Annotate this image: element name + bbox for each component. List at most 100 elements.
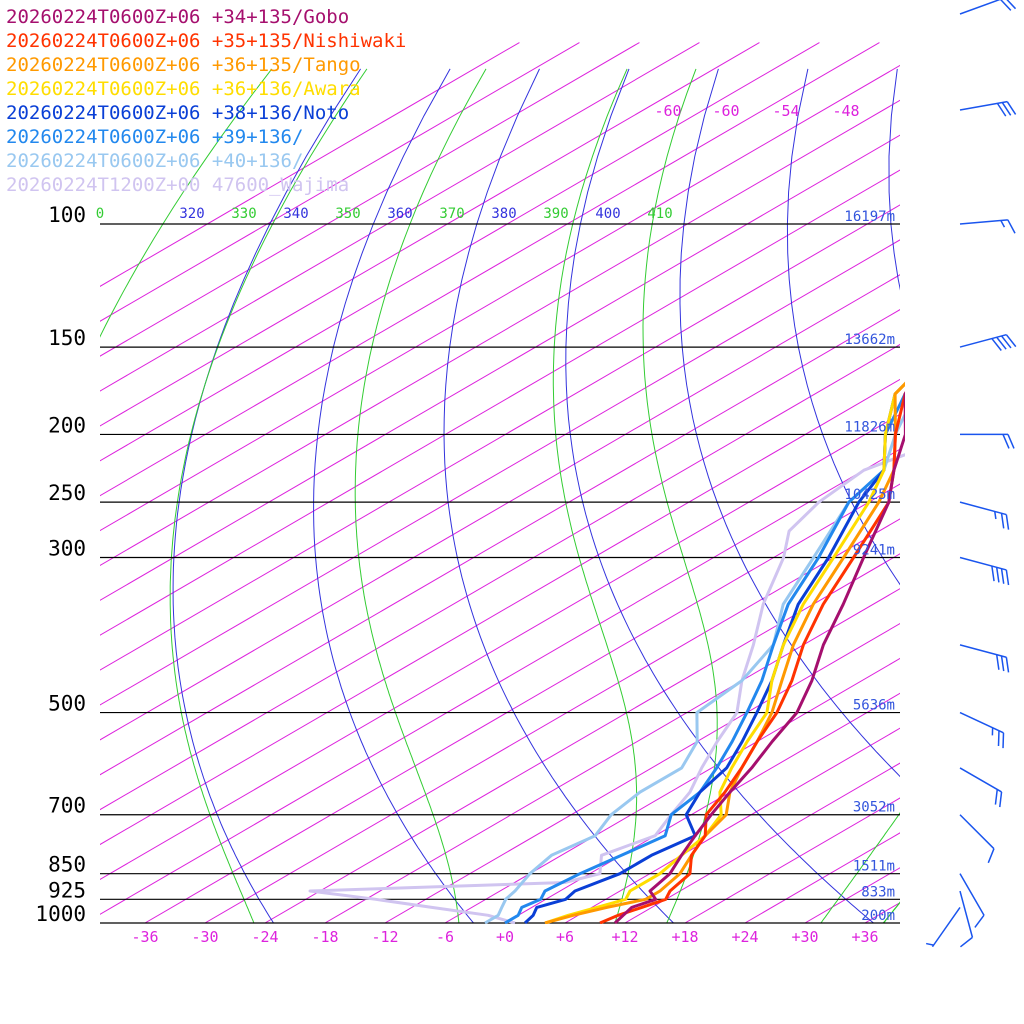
temperature-tick-label: +36 bbox=[851, 928, 878, 946]
theta-label: 0 bbox=[96, 206, 104, 222]
upper-isotherm-label: -60 bbox=[654, 102, 681, 120]
dry-adiabat-line bbox=[985, 69, 1024, 938]
wind-barb bbox=[959, 711, 1005, 749]
pressure-label: 700 bbox=[48, 794, 86, 818]
isotherm-line bbox=[100, 204, 900, 671]
temperature-tick-label: +6 bbox=[556, 928, 574, 946]
height-label: 11826m bbox=[844, 419, 895, 435]
isotherm-line bbox=[384, 623, 900, 923]
temperature-tick-label: -30 bbox=[191, 928, 218, 946]
wind-barb bbox=[959, 767, 1003, 808]
height-label: 1511m bbox=[853, 859, 895, 875]
isotherm-line bbox=[100, 413, 900, 880]
wind-barb bbox=[959, 556, 1010, 586]
isotherm-line bbox=[925, 43, 1024, 923]
isotherm-line bbox=[100, 134, 900, 601]
isotherm-line bbox=[100, 169, 900, 636]
isotherm-line bbox=[985, 43, 1024, 923]
pressure-label: 500 bbox=[48, 692, 86, 716]
temperature-tick-label: +0 bbox=[496, 928, 514, 946]
legend-entry: 20260224T0600Z+06 +40+136/ bbox=[6, 150, 303, 172]
theta-label: 360 bbox=[387, 206, 412, 222]
isotherm-line bbox=[100, 42, 520, 287]
wind-barb bbox=[959, 890, 974, 948]
dry-adiabat-line bbox=[888, 68, 900, 291]
theta-label: 390 bbox=[543, 206, 568, 222]
wind-barb bbox=[960, 433, 1015, 449]
theta-label: 380 bbox=[491, 206, 516, 222]
isotherm-line bbox=[504, 692, 900, 923]
sounding-series-layer bbox=[308, 381, 905, 924]
pressure-label: 300 bbox=[48, 537, 86, 561]
temperature-tick-label: -36 bbox=[131, 928, 158, 946]
wind-barb bbox=[926, 906, 961, 948]
theta-label: 400 bbox=[595, 206, 620, 222]
legend-entry: 20260224T0600Z+06 +35+135/Nishiwaki bbox=[6, 30, 406, 52]
height-label: 200m bbox=[861, 908, 895, 924]
isotherm-line bbox=[100, 42, 880, 497]
isotherm-line bbox=[624, 762, 900, 923]
pressure-label: 925 bbox=[48, 878, 86, 902]
height-label: 5636m bbox=[853, 698, 895, 714]
theta-label: 370 bbox=[439, 206, 464, 222]
isotherm-line bbox=[100, 42, 640, 357]
sounding-line bbox=[544, 381, 905, 924]
moist-adiabat-lines bbox=[100, 68, 900, 923]
wind-barb bbox=[959, 333, 1017, 351]
sounding-line bbox=[523, 381, 905, 924]
moist-adiabat-line bbox=[552, 68, 638, 923]
dry-adiabat-line bbox=[565, 68, 875, 923]
theta-label: 330 bbox=[231, 206, 256, 222]
moist-adiabat-line bbox=[820, 812, 900, 923]
isotherm-line bbox=[100, 42, 700, 392]
temperature-tick-label: +12 bbox=[611, 928, 638, 946]
legend-entry: 20260224T0600Z+06 +36+135/Tango bbox=[6, 54, 361, 76]
theta-label: 320 bbox=[179, 206, 204, 222]
upper-isotherm-label: -60 bbox=[712, 102, 739, 120]
isotherm-line bbox=[100, 99, 900, 567]
sounding-line bbox=[484, 411, 905, 924]
legend-entry: 20260224T0600Z+06 +34+135/Gobo bbox=[6, 6, 349, 28]
isotherm-line bbox=[144, 483, 900, 923]
dry-adiabat-line bbox=[786, 68, 900, 586]
isotherm-line bbox=[684, 797, 900, 923]
upper-isotherm-label: -54 bbox=[772, 102, 799, 120]
theta-label: 410 bbox=[647, 206, 672, 222]
height-label: 9241m bbox=[853, 543, 895, 559]
temperature-tick-label: -6 bbox=[436, 928, 454, 946]
legend-entry: 20260224T0600Z+06 +39+136/ bbox=[6, 126, 303, 148]
legend-entry: 20260224T0600Z+06 +38+136/Noto bbox=[6, 102, 349, 124]
isotherm-line bbox=[564, 727, 900, 923]
isotherm-line bbox=[100, 42, 580, 322]
moist-adiabat-line bbox=[169, 68, 368, 923]
pressure-label: 250 bbox=[48, 481, 86, 505]
wind-barb bbox=[959, 501, 1010, 530]
isotherm-line bbox=[100, 42, 760, 427]
wind-barb bbox=[959, 644, 1010, 673]
dry-adiabat-line bbox=[313, 68, 475, 923]
temperature-tick-label: -24 bbox=[251, 928, 278, 946]
sounding-line bbox=[308, 453, 905, 924]
height-label: 13662m bbox=[844, 332, 895, 348]
sounding-line bbox=[504, 391, 905, 924]
isotherm-line bbox=[100, 309, 900, 776]
dry-adiabat-line bbox=[172, 68, 362, 923]
temperature-tick-label: +18 bbox=[671, 928, 698, 946]
pressure-label: 850 bbox=[48, 853, 86, 877]
theta-label: 350 bbox=[335, 206, 360, 222]
isobar-lines bbox=[100, 223, 900, 924]
pressure-label: 100 bbox=[48, 203, 86, 227]
temperature-tick-label: -12 bbox=[371, 928, 398, 946]
temperature-tick-label: +30 bbox=[791, 928, 818, 946]
theta-label: 340 bbox=[283, 206, 308, 222]
isotherm-line bbox=[264, 553, 900, 923]
isotherm-line bbox=[804, 867, 900, 923]
height-label: 16197m bbox=[844, 209, 895, 225]
wind-barb bbox=[959, 100, 1017, 117]
legend-entry: 20260224T0600Z+06 +36+136/Awara bbox=[6, 78, 361, 100]
temperature-tick-label: -18 bbox=[311, 928, 338, 946]
legend-entry: 20260224T1200Z+00 47600_Wajima bbox=[6, 174, 349, 196]
temperature-tick-label: +24 bbox=[731, 928, 758, 946]
